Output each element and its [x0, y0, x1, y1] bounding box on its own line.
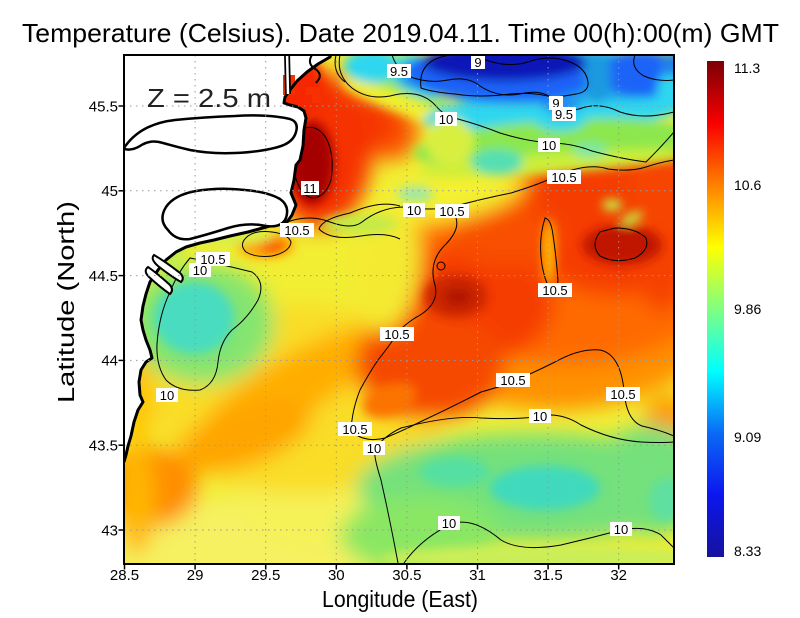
svg-text:Latitude (North): Latitude (North): [53, 201, 79, 403]
svg-text:28.5: 28.5: [110, 567, 139, 584]
svg-text:10.5: 10.5: [284, 223, 309, 238]
svg-text:10.5: 10.5: [384, 327, 409, 342]
svg-text:Longitude (East): Longitude (East): [322, 586, 478, 612]
svg-text:10.5: 10.5: [439, 204, 464, 219]
svg-text:11: 11: [303, 181, 317, 196]
svg-text:9: 9: [552, 96, 559, 111]
svg-text:10.6: 10.6: [734, 177, 761, 193]
svg-text:9.09: 9.09: [734, 429, 761, 445]
svg-text:10.5: 10.5: [500, 373, 525, 388]
svg-text:Z = 2.5 m: Z = 2.5 m: [147, 83, 271, 113]
svg-text:10: 10: [367, 441, 381, 456]
svg-text:10: 10: [442, 516, 456, 531]
svg-text:43: 43: [101, 522, 118, 539]
svg-text:29.5: 29.5: [251, 567, 280, 584]
svg-text:10: 10: [533, 409, 547, 424]
svg-text:10: 10: [542, 138, 556, 153]
svg-text:43.5: 43.5: [89, 438, 118, 455]
svg-text:9.5: 9.5: [555, 107, 573, 122]
svg-text:10.5: 10.5: [610, 387, 635, 402]
svg-text:10: 10: [193, 263, 207, 278]
svg-text:10.5: 10.5: [542, 283, 567, 298]
svg-text:31: 31: [469, 567, 486, 584]
svg-text:10: 10: [407, 203, 421, 218]
svg-text:10: 10: [439, 112, 453, 127]
svg-text:9.5: 9.5: [390, 64, 408, 79]
svg-text:45: 45: [101, 183, 118, 200]
svg-text:10.5: 10.5: [342, 422, 367, 437]
svg-text:9: 9: [474, 55, 481, 70]
svg-text:44.5: 44.5: [89, 268, 118, 285]
svg-text:8.33: 8.33: [734, 543, 761, 559]
svg-text:10.5: 10.5: [551, 170, 576, 185]
svg-text:45.5: 45.5: [89, 98, 118, 115]
svg-text:10: 10: [160, 388, 174, 403]
svg-text:44: 44: [101, 353, 118, 370]
svg-text:11.3: 11.3: [734, 60, 760, 76]
svg-text:10: 10: [614, 522, 628, 537]
svg-text:10.5: 10.5: [200, 252, 225, 267]
svg-text:31.5: 31.5: [533, 567, 562, 584]
svg-text:30: 30: [328, 567, 345, 584]
svg-text:9.86: 9.86: [734, 301, 761, 317]
svg-text:Temperature (Celsius). Date 20: Temperature (Celsius). Date 2019.04.11. …: [22, 18, 779, 48]
svg-text:30.5: 30.5: [392, 567, 421, 584]
svg-text:32: 32: [610, 567, 627, 584]
svg-text:29: 29: [187, 567, 204, 584]
